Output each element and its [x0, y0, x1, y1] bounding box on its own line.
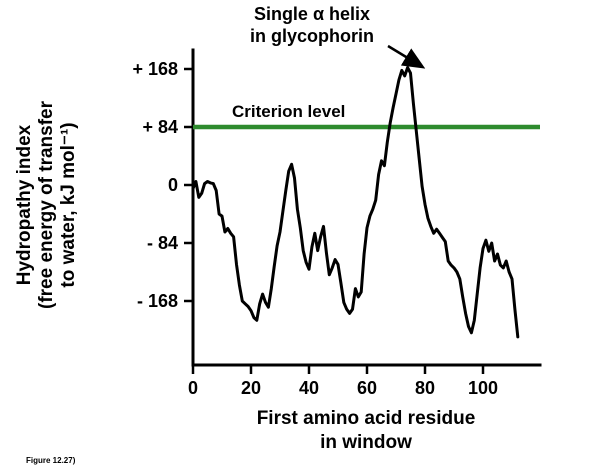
- x-tick-label: 0: [188, 378, 198, 398]
- annotation-arrow: [387, 44, 426, 69]
- x-axis-label-line: in window: [320, 432, 412, 453]
- x-axis-label-line: First amino acid residue: [257, 408, 476, 429]
- x-tick-label: 60: [357, 378, 377, 398]
- y-tick-label: - 168: [137, 291, 178, 311]
- figure-caption: Figure 12.27): [26, 456, 76, 465]
- hydropathy-chart: + 168 + 84 0 - 84 - 168 0 20 40 60 80 100 Criterion…: [14, 4, 542, 453]
- peak-annotation-line: Single α helix: [254, 4, 370, 24]
- y-tick-label: - 84: [147, 233, 178, 253]
- y-tick-label: + 168: [132, 59, 178, 79]
- y-axis-label-line: to water, kJ mol⁻¹): [58, 122, 79, 287]
- hydropathy-curve: [191, 66, 520, 339]
- y-tick-label: 0: [168, 175, 178, 195]
- y-tick-label: + 84: [142, 117, 178, 137]
- y-axis-label-line: Hydropathy index: [14, 124, 35, 285]
- y-axis-label-line: (free energy of transfer: [36, 100, 57, 309]
- x-tick-label: 80: [415, 378, 435, 398]
- peak-annotation-line: in glycophorin: [250, 26, 374, 46]
- x-tick-label: 40: [299, 378, 319, 398]
- criterion-level-label: Criterion level: [232, 102, 345, 121]
- x-tick-label: 20: [241, 378, 261, 398]
- x-tick-label: 100: [468, 378, 498, 398]
